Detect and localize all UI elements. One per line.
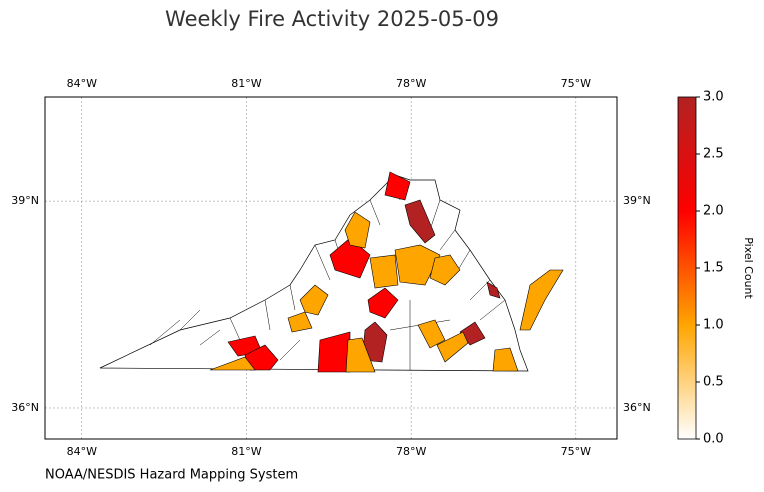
colorbar-label: Pixel Count <box>742 237 755 299</box>
fire-county <box>209 356 256 371</box>
fire-county <box>345 337 376 373</box>
colorbar-tick-label: 3.0 <box>703 90 724 105</box>
colorbar-scale <box>677 96 697 440</box>
fire-county <box>367 287 399 319</box>
x-tick-label: 75°W <box>561 77 591 90</box>
y-tick-label: 39°N <box>623 194 651 207</box>
colorbar-tick-label: 1.0 <box>703 318 724 333</box>
colorbar-tick-label: 1.5 <box>703 261 724 276</box>
fire-county <box>384 171 411 201</box>
map-area <box>44 96 618 440</box>
map-title: Weekly Fire Activity 2025-05-09 <box>165 7 499 31</box>
fire-county <box>369 254 399 289</box>
x-tick-label: 78°W <box>396 445 426 458</box>
x-tick-label: 81°W <box>231 77 261 90</box>
fire-county <box>436 331 469 363</box>
colorbar: 0.0 0.5 1.0 1.5 2.0 2.5 3.0 <box>677 90 724 447</box>
y-tick-label: 39°N <box>11 194 39 207</box>
fire-county <box>519 269 564 331</box>
y-tick-label: 36°N <box>11 401 39 414</box>
map-frame <box>44 96 618 440</box>
fire-county <box>429 254 461 286</box>
fire-county <box>404 199 436 244</box>
fire-county <box>329 237 371 279</box>
x-tick-label: 75°W <box>561 445 591 458</box>
colorbar-tick-label: 0.5 <box>703 375 724 390</box>
fire-county <box>492 347 519 372</box>
colorbar-tick-label: 0.0 <box>703 432 724 447</box>
fire-county <box>417 319 446 349</box>
credit: NOAA/NESDIS Hazard Mapping System <box>45 468 298 483</box>
x-tick-label: 81°W <box>231 445 261 458</box>
x-tick-label: 84°W <box>67 445 97 458</box>
x-tick-label: 84°W <box>67 77 97 90</box>
fire-county <box>287 311 313 333</box>
fire-county <box>299 284 329 316</box>
fire-county <box>344 211 371 249</box>
colorbar-tick-label: 2.5 <box>703 147 724 162</box>
y-tick-label: 36°N <box>623 401 651 414</box>
colorbar-tick-label: 2.0 <box>703 204 724 219</box>
x-tick-label: 78°W <box>396 77 426 90</box>
fire-county <box>486 281 501 299</box>
